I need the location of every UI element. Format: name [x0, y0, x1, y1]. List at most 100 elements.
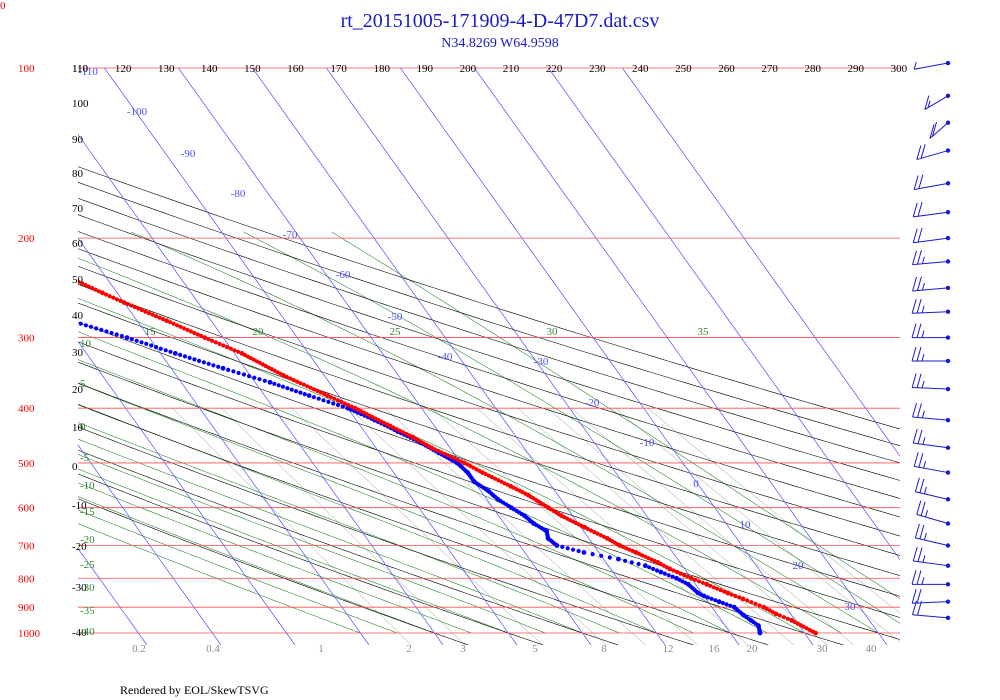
moist-adiabat--25	[78, 482, 472, 634]
dry-adiabat-90	[78, 248, 900, 518]
mixing-ratio-40	[647, 408, 900, 614]
isotherm-label--40: -40	[438, 351, 453, 363]
isotherm--10	[177, 68, 592, 645]
dewpoint-point	[306, 393, 312, 398]
theta-label-160: 160	[287, 63, 304, 75]
temperature-point	[185, 327, 190, 332]
dewpoint-point	[658, 569, 664, 575]
temperature-point	[315, 388, 320, 393]
dewpoint-point	[285, 386, 290, 391]
wind-barb	[912, 276, 951, 292]
altitude-label-10: 10	[72, 422, 84, 434]
moist-adiabat--30	[78, 496, 435, 634]
dewpoint-point	[267, 379, 273, 385]
dewpoint-point	[276, 383, 281, 388]
temperature-point	[308, 385, 313, 390]
wind-barb	[912, 428, 951, 450]
mixing-ratio-0.2	[172, 408, 412, 645]
moist-label-11: -20	[80, 534, 95, 546]
theta-label-190: 190	[417, 63, 434, 75]
dewpoint-point	[211, 363, 216, 368]
temperature-point	[217, 341, 222, 346]
pressure-label-600: 600	[18, 503, 35, 515]
isotherm-0	[251, 68, 666, 645]
temperature-point	[305, 384, 310, 389]
wind-barb	[929, 120, 951, 139]
temperature-point	[452, 456, 457, 461]
temperature-point	[700, 580, 706, 585]
temperature-point	[439, 450, 444, 455]
dewpoint-point	[88, 324, 94, 329]
dewpoint-point	[149, 343, 154, 348]
temperature-point	[505, 482, 510, 487]
mixing-ratio-3	[384, 408, 646, 645]
temperature-point	[224, 345, 230, 350]
dewpoint-point	[326, 399, 331, 404]
moist-label-8: -5	[80, 452, 90, 464]
temperature-point	[678, 571, 683, 576]
dewpoint-point	[109, 330, 114, 336]
dewpoint-point	[666, 573, 671, 578]
dewpoint-point	[226, 367, 231, 372]
temperature-point	[436, 448, 441, 453]
temperature-point	[733, 593, 738, 599]
wind-barb	[912, 202, 951, 218]
moist-label-12: -25	[80, 559, 95, 571]
temperature-point	[601, 534, 607, 539]
dry-adiabat-100	[78, 231, 900, 499]
temperature-point	[311, 387, 317, 392]
moist-label-3: 30	[547, 326, 559, 338]
mixing-ratio-lines	[172, 408, 900, 645]
dewpoint-point	[636, 561, 641, 567]
temperature-point	[114, 297, 119, 302]
dewpoint-point	[139, 340, 144, 345]
dewpoint-point	[21, 303, 25, 307]
theta-label-200: 200	[460, 63, 477, 75]
dry-adiabat-80	[78, 265, 900, 537]
temperature-point	[781, 615, 787, 620]
dewpoint-point	[220, 365, 226, 371]
dewpoint-point	[590, 552, 595, 557]
dewpoint-point	[272, 381, 277, 386]
temperature-point	[445, 453, 451, 458]
moist-adiabat-35	[243, 231, 900, 624]
dewpoint-point	[576, 548, 581, 554]
dewpoint-point	[124, 335, 130, 340]
wind-barb	[912, 227, 951, 244]
temperature-point	[785, 616, 790, 621]
temperature-point	[588, 528, 594, 533]
dewpoint-point	[35, 308, 39, 312]
temperature-point	[722, 589, 727, 594]
wind-barb	[916, 500, 951, 526]
mixing-label-30: 30	[817, 643, 829, 655]
mixing-label-2: 2	[406, 643, 412, 655]
temperature-point	[5, 249, 9, 253]
isotherm-40	[547, 68, 900, 561]
mixing-label-20: 20	[747, 643, 759, 655]
temperature-point	[322, 391, 327, 397]
temperature-point	[181, 326, 187, 331]
temperature-point	[693, 577, 698, 582]
moist-label-14: -35	[80, 605, 95, 617]
temperature-point	[96, 289, 102, 294]
temperature-point	[232, 348, 237, 353]
dewpoint-point	[705, 595, 710, 600]
wind-barb	[911, 373, 951, 392]
temperature-point	[777, 613, 783, 618]
temperature-point	[767, 608, 773, 613]
isotherm--60	[78, 444, 222, 645]
dewpoint-point	[311, 395, 316, 400]
temperature-point	[90, 286, 95, 291]
dewpoint-point	[709, 596, 714, 601]
temperature-point	[45, 266, 49, 270]
altitude-label-0: 110	[72, 63, 89, 75]
temperature-point	[640, 553, 645, 558]
temperature-point	[16, 253, 20, 257]
moist-adiabat--40	[78, 523, 361, 634]
dry-adiabat--10	[78, 449, 619, 645]
temperature-point	[0, 245, 2, 249]
dewpoint-point	[49, 313, 53, 317]
temperature-point	[342, 401, 347, 406]
dewpoint-point	[114, 332, 119, 337]
